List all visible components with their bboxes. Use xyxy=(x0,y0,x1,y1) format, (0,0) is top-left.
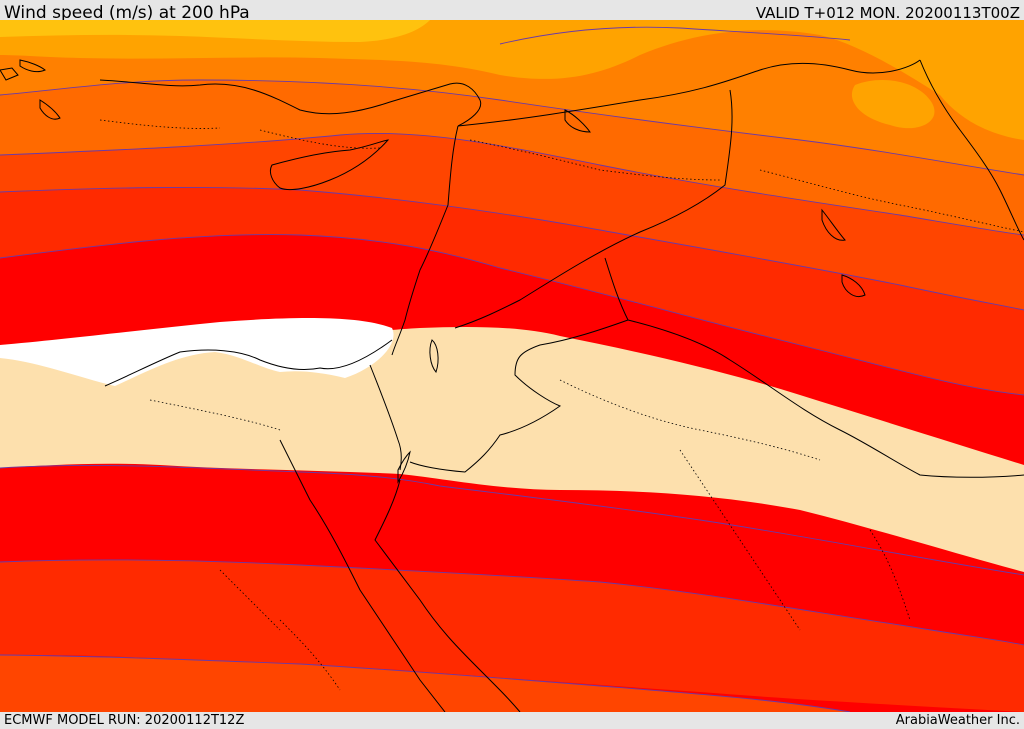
coastlines xyxy=(0,59,1024,712)
wind-speed-map[interactable] xyxy=(0,20,1024,712)
band-amber-east xyxy=(851,80,935,129)
band-amber xyxy=(0,20,1024,140)
band-red-south xyxy=(0,465,1024,645)
model-run: ECMWF MODEL RUN: 20200112T12Z xyxy=(4,713,245,728)
band-orange xyxy=(0,20,1024,175)
valid-time: VALID T+012 MON. 20200113T00Z xyxy=(755,4,1020,22)
contour-lines xyxy=(0,26,1024,712)
band-scarlet-south xyxy=(0,559,1024,712)
band-red-orange-south xyxy=(0,655,850,712)
credit: ArabiaWeather Inc. xyxy=(895,713,1020,728)
footer-bar: ECMWF MODEL RUN: 20200112T12Z ArabiaWeat… xyxy=(0,712,1024,729)
map-canvas xyxy=(0,20,1024,712)
header-bar: Wind speed (m/s) at 200 hPa VALID T+012 … xyxy=(0,0,1024,23)
band-min xyxy=(0,326,1024,572)
internal-borders xyxy=(99,119,1024,691)
map-title: Wind speed (m/s) at 200 hPa xyxy=(4,3,250,23)
band-lightest xyxy=(0,20,430,42)
